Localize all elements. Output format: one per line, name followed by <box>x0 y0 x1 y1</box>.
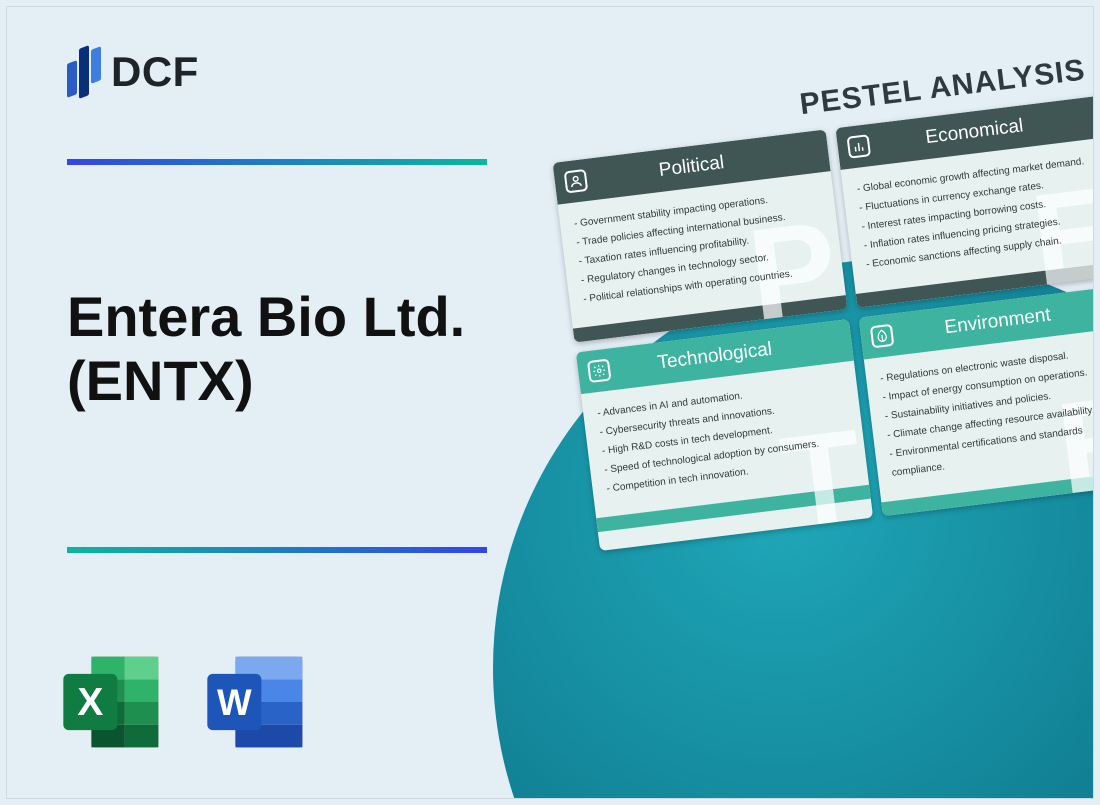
pestel-card-title: Economical <box>924 115 1024 149</box>
leaf-icon <box>870 324 895 349</box>
divider-bottom <box>67 547 487 553</box>
pestel-card-technological: TTechnologicalAdvances in AI and automat… <box>576 319 873 551</box>
app-icons-row: X W <box>59 648 311 756</box>
excel-icon: X <box>59 648 167 756</box>
pestel-card-title: Political <box>658 152 726 182</box>
dcf-logo-mark <box>67 47 101 97</box>
person-icon <box>564 169 589 194</box>
gear-icon <box>587 359 612 384</box>
divider-top <box>67 159 487 165</box>
pestel-panel: PESTEL ANALYSIS PPoliticalGovernment sta… <box>547 51 1094 551</box>
pestel-card-economical: EEconomicalGlobal economic growth affect… <box>835 95 1094 308</box>
word-icon: W <box>203 648 311 756</box>
dcf-logo-text: DCF <box>111 48 199 96</box>
excel-letter: X <box>77 681 103 724</box>
pestel-card-political: PPoliticalGovernment stability impacting… <box>553 129 848 342</box>
pestel-cards-grid: PPoliticalGovernment stability impacting… <box>553 95 1094 551</box>
pestel-card-title: Environment <box>943 304 1052 339</box>
pestel-card-title: Technological <box>656 339 773 375</box>
page-title: Entera Bio Ltd. (ENTX) <box>67 285 567 414</box>
word-letter: W <box>217 682 252 723</box>
pestel-card-environment: EEnvironmentRegulations on electronic wa… <box>859 284 1094 516</box>
slide-frame: DCF Entera Bio Ltd. (ENTX) X W <box>6 6 1094 799</box>
bars-icon <box>847 134 872 159</box>
dcf-logo: DCF <box>67 47 199 97</box>
